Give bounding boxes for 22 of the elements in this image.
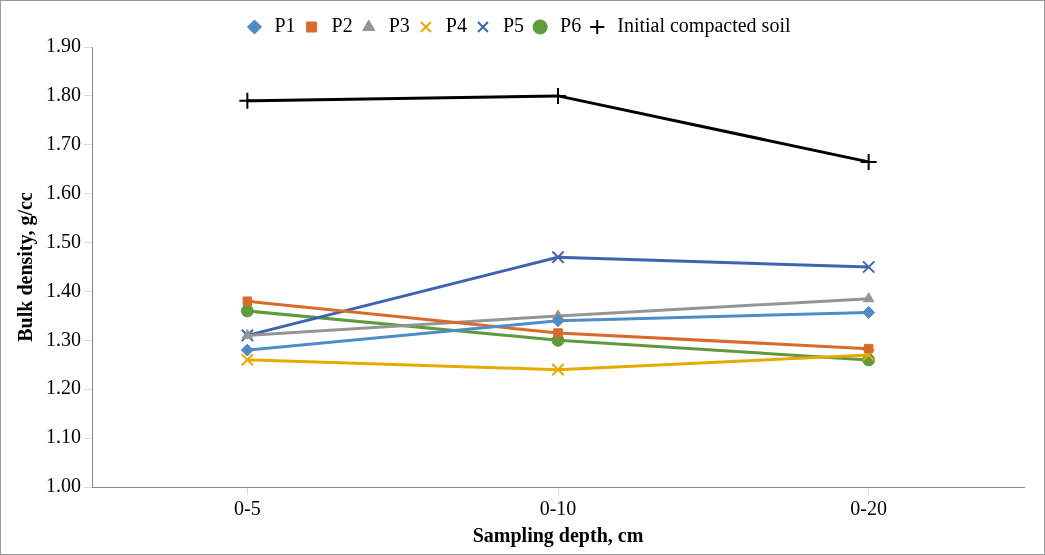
legend-label: P6 <box>560 14 582 37</box>
legend-label: P4 <box>445 14 467 37</box>
x-axis-title: Sampling depth, cm <box>472 524 644 548</box>
y-tick-label: 1.30 <box>46 327 81 350</box>
x-tick-label: 0-20 <box>850 497 887 520</box>
y-tick-label: 1.90 <box>46 34 81 57</box>
y-tick-label: 1.70 <box>46 132 81 155</box>
legend-label: P1 <box>274 14 296 37</box>
legend-label: P2 <box>331 14 353 37</box>
y-tick-label: 1.80 <box>46 83 81 106</box>
y-tick-label: 1.10 <box>46 425 81 448</box>
x-tick-label: 0-5 <box>234 497 261 520</box>
y-tick-label: 1.00 <box>46 474 81 497</box>
y-tick-label: 1.50 <box>46 229 81 252</box>
legend-label: Initial compacted soil <box>617 14 791 38</box>
y-axis-title: Bulk density, g/cc <box>14 192 38 342</box>
y-tick-label: 1.60 <box>46 180 81 203</box>
legend-label: P5 <box>502 14 525 37</box>
y-tick-label: 1.20 <box>46 376 81 399</box>
y-tick-label: 1.40 <box>46 278 81 301</box>
x-tick-label: 0-10 <box>539 497 577 520</box>
legend-label: P3 <box>388 14 410 37</box>
